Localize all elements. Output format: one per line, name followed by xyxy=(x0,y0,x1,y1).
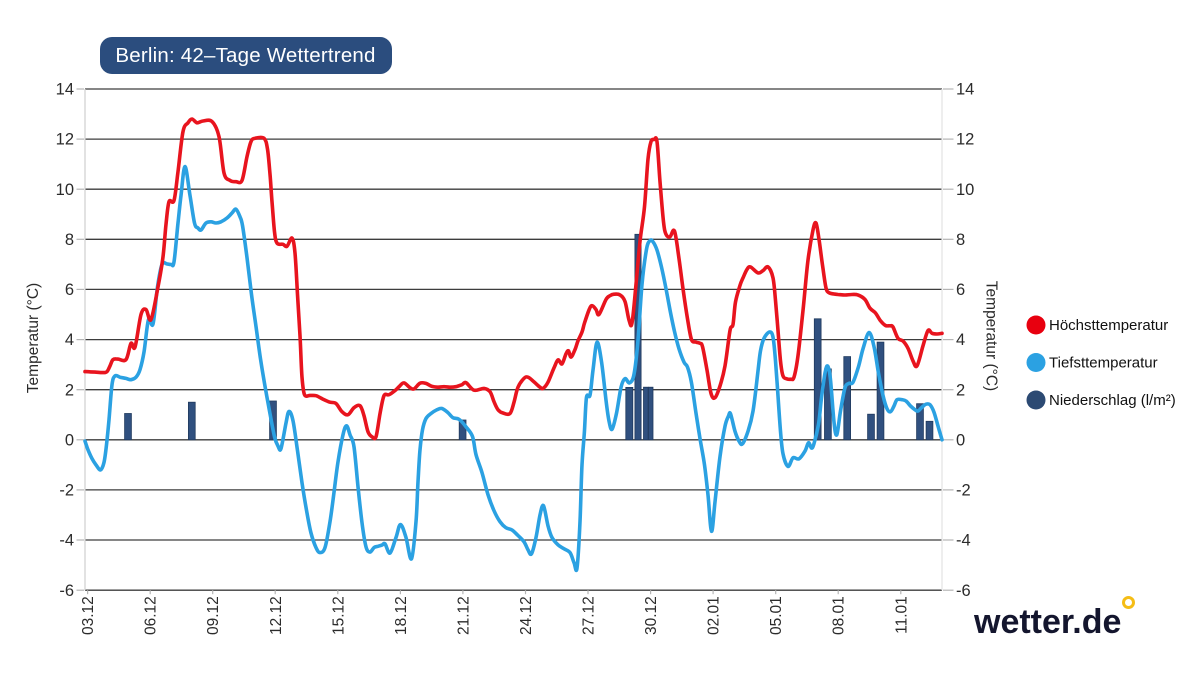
svg-text:6: 6 xyxy=(65,281,74,299)
svg-text:10: 10 xyxy=(956,181,974,199)
svg-text:12.12: 12.12 xyxy=(268,596,285,635)
svg-text:2: 2 xyxy=(65,381,74,399)
svg-text:24.12: 24.12 xyxy=(518,596,535,635)
svg-text:-4: -4 xyxy=(956,532,971,550)
svg-text:-6: -6 xyxy=(59,582,74,600)
svg-text:-2: -2 xyxy=(956,482,971,500)
svg-text:10: 10 xyxy=(56,181,74,199)
svg-text:14: 14 xyxy=(56,81,74,99)
svg-text:27.12: 27.12 xyxy=(581,596,598,635)
svg-text:Höchsttemperatur: Höchsttemperatur xyxy=(1049,317,1168,334)
svg-text:-2: -2 xyxy=(59,482,74,500)
svg-text:18.12: 18.12 xyxy=(393,596,410,635)
svg-text:08.01: 08.01 xyxy=(831,596,848,635)
svg-text:4: 4 xyxy=(956,331,965,349)
svg-text:05.01: 05.01 xyxy=(768,596,785,635)
svg-text:11.01: 11.01 xyxy=(893,596,910,634)
svg-text:12: 12 xyxy=(956,131,974,149)
svg-text:Temperatur (°C): Temperatur (°C) xyxy=(983,281,1000,391)
svg-text:03.12: 03.12 xyxy=(80,596,97,635)
svg-text:8: 8 xyxy=(956,231,965,249)
svg-text:12: 12 xyxy=(56,131,74,149)
svg-text:4: 4 xyxy=(65,331,74,349)
svg-text:15.12: 15.12 xyxy=(330,596,347,635)
svg-text:0: 0 xyxy=(65,431,74,449)
svg-text:09.12: 09.12 xyxy=(205,596,222,635)
svg-text:14: 14 xyxy=(956,81,974,99)
svg-text:30.12: 30.12 xyxy=(643,596,660,635)
svg-text:06.12: 06.12 xyxy=(143,596,160,635)
svg-text:8: 8 xyxy=(65,231,74,249)
svg-text:21.12: 21.12 xyxy=(455,596,472,635)
svg-text:0: 0 xyxy=(956,431,965,449)
svg-text:Temperatur (°C): Temperatur (°C) xyxy=(25,283,42,393)
svg-text:6: 6 xyxy=(956,281,965,299)
svg-text:-6: -6 xyxy=(956,582,971,600)
svg-text:Niederschlag (l/m²): Niederschlag (l/m²) xyxy=(1049,392,1176,409)
svg-text:02.01: 02.01 xyxy=(706,596,723,635)
svg-text:Tiefsttemperatur: Tiefsttemperatur xyxy=(1049,355,1158,372)
svg-text:-4: -4 xyxy=(59,532,74,550)
svg-text:2: 2 xyxy=(956,381,965,399)
